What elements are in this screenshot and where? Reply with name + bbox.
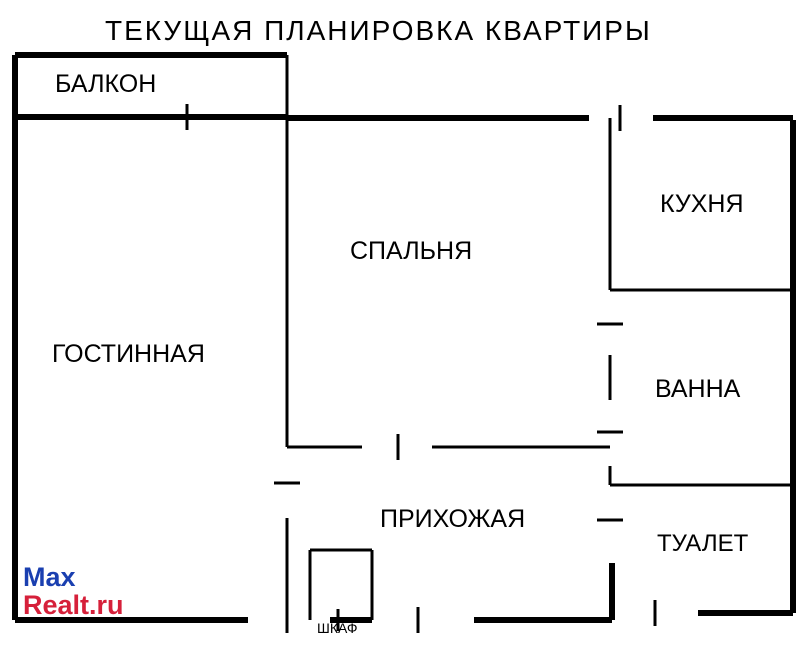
room-label-kitchen: КУХНЯ (660, 190, 744, 219)
watermark-line1: Max (23, 562, 76, 593)
room-label-hallway: ПРИХОЖАЯ (380, 505, 525, 534)
room-label-bath: ВАННА (655, 375, 740, 404)
room-label-closet: ШКАФ (317, 620, 358, 636)
room-label-bedroom: СПАЛЬНЯ (350, 237, 472, 266)
room-label-balcony: БАЛКОН (55, 70, 156, 99)
room-label-living: ГОСТИННАЯ (52, 340, 205, 369)
watermark-line2: Realt.ru (23, 590, 124, 621)
room-label-toilet: ТУАЛЕТ (657, 530, 748, 558)
floorplan-canvas: ТЕКУЩАЯ ПЛАНИРОВКА КВАРТИРЫ БАЛКОНГОСТИН… (0, 0, 800, 650)
